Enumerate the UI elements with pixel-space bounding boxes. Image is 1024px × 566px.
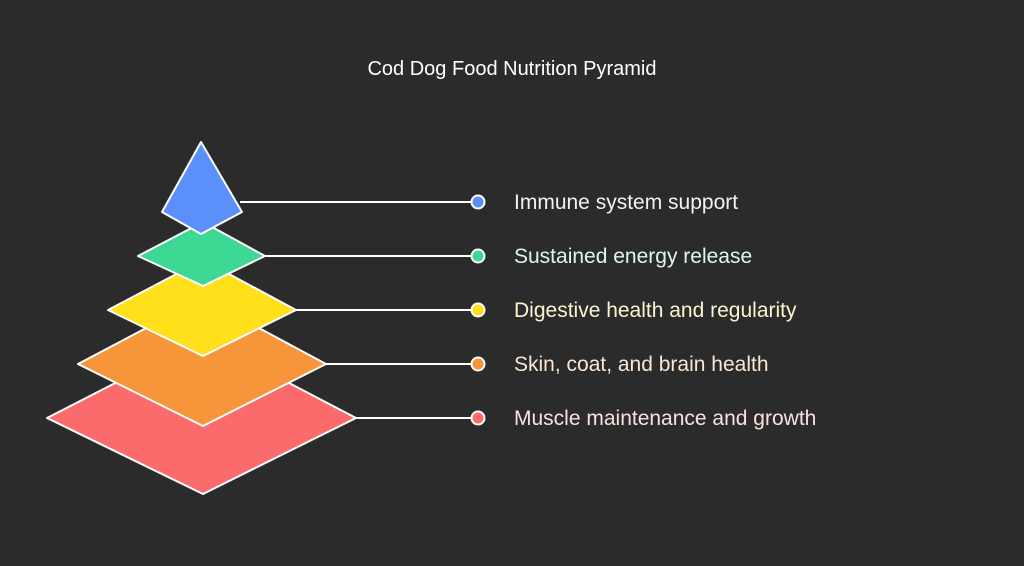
label-skin-coat-brain: Skin, coat, and brain health [514,353,769,376]
diagram-title: Cod Dog Food Nutrition Pyramid [367,58,656,80]
label-immune-support: Immune system support [514,191,738,214]
marker-dot-digestive [470,302,486,318]
marker-dot-immune [470,194,486,210]
label-digestive-health: Digestive health and regularity [514,299,797,322]
label-sustained-energy: Sustained energy release [514,245,752,268]
marker-dot-skin [470,356,486,372]
marker-dot-muscle [470,410,486,426]
tier-immune-support [161,141,243,235]
marker-dot-energy [470,248,486,264]
label-muscle-maintenance: Muscle maintenance and growth [514,407,816,430]
